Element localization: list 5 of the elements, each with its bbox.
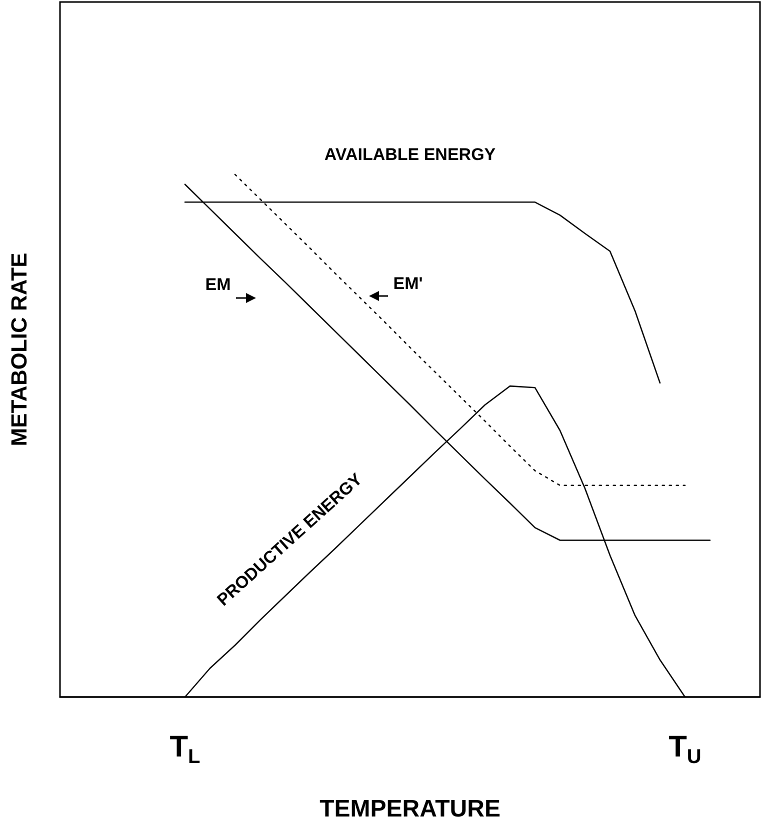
text: AVAILABLE ENERGY — [324, 145, 496, 165]
series-label: EM — [205, 275, 231, 295]
series-label: EM' — [393, 274, 423, 294]
x-axis-title: TEMPERATURE — [320, 796, 500, 822]
y-axis-title: METABOLIC RATE — [6, 252, 32, 446]
